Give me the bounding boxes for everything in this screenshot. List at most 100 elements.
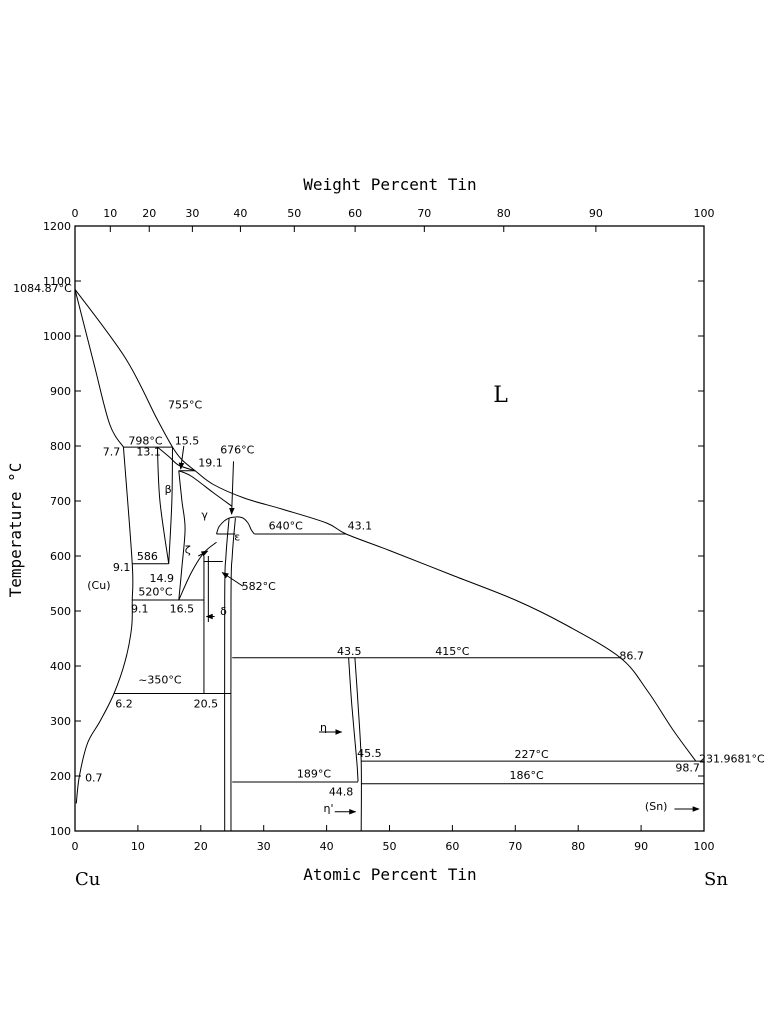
y-tick-label: 200 [50, 770, 71, 783]
annotation-label: 19.1 [198, 456, 223, 469]
annotation-label: 20.5 [194, 697, 219, 710]
x-tick-label: 90 [634, 840, 648, 853]
annotation-label: β [165, 483, 172, 496]
annotation-label: 43.1 [348, 520, 373, 533]
y-tick-label: 1200 [43, 220, 71, 233]
y-tick-label: 800 [50, 440, 71, 453]
top-tick-label: 20 [142, 207, 156, 220]
annotation-label: 640°C [269, 520, 303, 533]
annotation-label: 0.7 [85, 772, 103, 785]
annotation-arrow [221, 572, 244, 587]
annotation-label: η [320, 721, 327, 734]
annotations: L 1084.87°C 755°C 798°C 15.5 13.1 19.1 7.7 676°C… [13, 282, 765, 815]
phase-boundary [178, 541, 217, 601]
annotation-arrow [178, 445, 185, 470]
x-tick-label: 100 [694, 840, 715, 853]
annotation-label: 186°C [510, 769, 544, 782]
x-tick-label: 50 [383, 840, 397, 853]
phase-boundary [224, 518, 230, 832]
isotherms [113, 446, 704, 785]
phase-boundary [168, 447, 173, 564]
ticks: 0 10 20 30 40 50 60 70 80 90 1000 10 20 30 40 50 60 70 80 9… [43, 207, 715, 853]
right-element-label: Sn [704, 869, 728, 890]
x-tick-label: 10 [131, 840, 145, 853]
phase-boundaries [74, 289, 697, 832]
annotation-label: 586 [137, 550, 158, 563]
annotation-label: 9.1 [113, 561, 131, 574]
annotation-label: η' [323, 802, 333, 815]
annotation-label: 582°C [242, 580, 276, 593]
annotation-label: 520°C [138, 586, 172, 599]
x-tick-label: 30 [257, 840, 271, 853]
annotation-label: ζ [185, 543, 191, 556]
top-tick-label: 50 [287, 207, 301, 220]
x-tick-label: 40 [320, 840, 334, 853]
annotation-label: ε [234, 531, 240, 544]
y-tick-label: 900 [50, 385, 71, 398]
top-tick-label: 0 [72, 207, 79, 220]
x-tick-label: 0 [72, 840, 79, 853]
annotation-label: 13.1 [136, 445, 161, 458]
annotation-label: 1084.87°C [13, 282, 72, 295]
annotation-label: 43.5 [337, 645, 362, 658]
annotation-label: 6.2 [115, 697, 133, 710]
phase-boundary [74, 289, 124, 448]
annotation-label: 16.5 [170, 603, 195, 616]
plot-area [74, 225, 705, 832]
top-tick-label: 80 [497, 207, 511, 220]
annotation-label: 14.9 [150, 572, 175, 585]
annotation-label: 86.7 [619, 649, 644, 662]
top-tick-label: 100 [694, 207, 715, 220]
annotation-label: 45.5 [357, 747, 382, 760]
annotation-label: (Cu) [87, 579, 110, 592]
left-element-label: Cu [75, 869, 100, 890]
plot-frame [74, 225, 705, 832]
annotation-label: 755°C [168, 399, 202, 412]
annotation-label: (Sn) [645, 800, 668, 813]
annotation-label: 44.8 [329, 785, 354, 798]
top-axis-label: Weight Percent Tin [303, 175, 476, 194]
phase-boundary [156, 447, 170, 564]
annotation-label: 7.7 [103, 445, 121, 458]
y-axis-label: Temperature °C [6, 463, 25, 598]
annotation-arrow [229, 461, 235, 515]
phase-boundary [348, 657, 359, 782]
top-tick-label: 30 [185, 207, 199, 220]
top-tick-label: 90 [589, 207, 603, 220]
y-tick-label: 600 [50, 550, 71, 563]
phase-boundary [178, 470, 186, 601]
y-tick-label: 1000 [43, 330, 71, 343]
phase-boundary [230, 518, 236, 832]
annotation-label: 676°C [220, 444, 254, 457]
y-tick-label: 400 [50, 660, 71, 673]
annotation-label: 98.7 [675, 762, 700, 775]
annotation-label: L [493, 383, 508, 408]
annotation-label: 15.5 [175, 434, 200, 447]
phase-boundary [216, 516, 255, 535]
x-tick-label: 60 [445, 840, 459, 853]
phase-boundary [157, 446, 196, 472]
x-tick-label: 20 [194, 840, 208, 853]
y-tick-label: 300 [50, 715, 71, 728]
top-tick-label: 10 [103, 207, 117, 220]
annotation-label: γ [201, 509, 208, 522]
annotation-label: 231.9681°C [699, 752, 765, 765]
annotation-label: 798°C [128, 434, 162, 447]
x-axis-label: Atomic Percent Tin [303, 865, 476, 884]
y-tick-label: 500 [50, 605, 71, 618]
annotation-label: 227°C [515, 748, 549, 761]
phase-boundary [178, 470, 233, 507]
top-tick-label: 70 [417, 207, 431, 220]
annotation-arrow [198, 550, 209, 557]
annotation-label: δ [220, 605, 227, 618]
annotation-label: ~350°C [138, 674, 182, 687]
x-tick-label: 70 [508, 840, 522, 853]
top-tick-label: 40 [233, 207, 247, 220]
phase-boundary [75, 447, 134, 804]
y-tick-label: 700 [50, 495, 71, 508]
annotation-label: 415°C [435, 645, 469, 658]
annotation-label: 9.1 [131, 603, 149, 616]
phase-boundary [354, 657, 362, 832]
y-tick-label: 1100 [43, 275, 71, 288]
